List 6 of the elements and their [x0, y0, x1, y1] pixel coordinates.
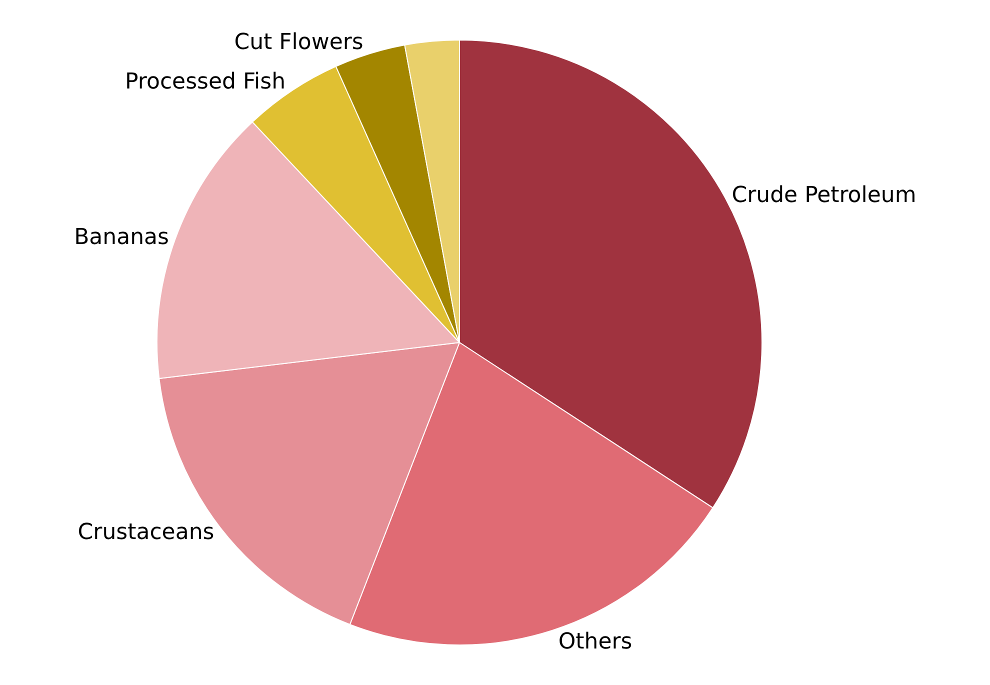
slice-label: Processed Fish — [125, 70, 286, 95]
slice-label: Cut Flowers — [234, 30, 364, 55]
slice-label: Crustaceans — [78, 520, 214, 546]
slice-label: Crude Petroleum — [732, 183, 916, 208]
slice-label: Bananas — [74, 225, 169, 250]
slice-label: Others — [558, 629, 632, 654]
